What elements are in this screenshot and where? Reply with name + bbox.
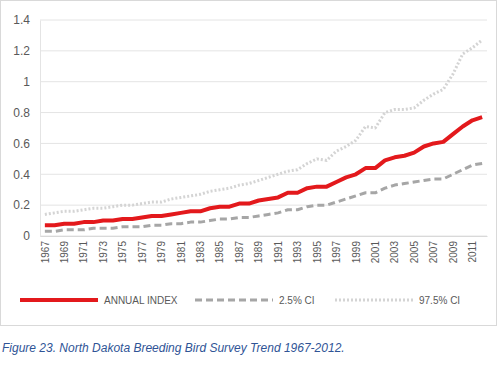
y-tick: 0 <box>23 229 40 243</box>
x-tick-label: 1989 <box>253 241 264 264</box>
x-tick: 1985 <box>214 236 225 263</box>
x-tick-label: 1981 <box>176 241 187 264</box>
legend-swatch <box>195 299 273 302</box>
x-tick-label: 1975 <box>117 241 128 264</box>
grid-line <box>40 236 487 237</box>
y-tick-label: 1 <box>23 75 30 89</box>
legend-swatch <box>20 298 98 302</box>
x-axis: 1967 1969 1971 1973 1975 1977 1979 1981 1983 1985… <box>40 236 488 263</box>
y-axis: 0 0.2 0.4 0.6 0.8 1 1.2 1.4 <box>13 13 40 243</box>
x-tick: 1979 <box>156 236 167 263</box>
grid-line <box>40 143 487 144</box>
y-tick: 0.6 <box>13 137 40 151</box>
x-tick-label: 1971 <box>78 241 89 264</box>
y-tick-label: 0 <box>23 229 30 243</box>
x-tick: 1987 <box>234 236 245 263</box>
y-tick-label: 0.6 <box>13 137 30 151</box>
grid-line <box>40 112 487 113</box>
legend-item: 97.5% CI <box>335 295 460 306</box>
x-tick-label: 2005 <box>409 241 420 264</box>
x-tick-label: 1969 <box>59 241 70 264</box>
y-tick-label: 0.8 <box>13 106 30 120</box>
x-tick-label: 1993 <box>292 241 303 264</box>
x-tick-label: 2001 <box>370 241 381 264</box>
x-tick: 1967 <box>40 236 51 263</box>
title: Figure 23. North Dakota Breeding Bird Su… <box>2 341 345 355</box>
x-tick-label: 1997 <box>331 241 342 264</box>
x-tick-label: 1991 <box>273 241 284 264</box>
chart: 0 0.2 0.4 0.6 0.8 1 1.2 1.4 1967 1969 1971 1973 1975… <box>0 0 497 366</box>
legend: ANNUAL INDEX 2.5% CI 97.5% CI <box>20 295 460 306</box>
grid-line <box>40 50 487 51</box>
x-axis-line <box>41 236 488 237</box>
x-tick: 1999 <box>351 236 362 263</box>
chart-frame <box>1 1 497 326</box>
lines <box>45 40 482 231</box>
legend-label: 97.5% CI <box>419 295 460 306</box>
x-tick: 1981 <box>176 236 187 263</box>
x-tick-label: 1973 <box>98 241 109 264</box>
x-tick: 1969 <box>59 236 70 263</box>
series-line <box>45 40 482 214</box>
x-tick: 1973 <box>98 236 109 263</box>
y-axis-line <box>40 21 41 237</box>
y-tick: 1 <box>23 75 40 89</box>
x-tick: 2011 <box>467 236 478 263</box>
grid <box>40 20 487 236</box>
x-tick: 2007 <box>428 236 439 263</box>
x-tick-label: 1987 <box>234 241 245 264</box>
y-tick: 0.8 <box>13 106 40 120</box>
y-tick: 1.2 <box>13 44 40 58</box>
x-tick-label: 1979 <box>156 241 167 264</box>
x-tick: 1995 <box>312 236 323 263</box>
x-tick: 2003 <box>389 236 400 263</box>
x-tick-label: 1977 <box>137 241 148 264</box>
y-tick: 1.4 <box>13 13 40 27</box>
x-tick: 1993 <box>292 236 303 263</box>
x-tick-label: 1995 <box>312 241 323 264</box>
grid-line <box>40 81 487 82</box>
y-tick-label: 0.4 <box>13 168 30 182</box>
plot: 0 0.2 0.4 0.6 0.8 1 1.2 1.4 1967 1969 1971 1973 1975… <box>13 13 487 263</box>
y-tick: 0.4 <box>13 168 40 182</box>
grid-line <box>40 20 487 21</box>
x-tick: 1989 <box>253 236 264 263</box>
x-tick: 1997 <box>331 236 342 263</box>
x-tick-label: 1985 <box>214 241 225 264</box>
x-tick: 1977 <box>137 236 148 263</box>
x-tick-label: 2011 <box>467 241 478 263</box>
grid-line <box>40 174 487 175</box>
legend-item: 2.5% CI <box>195 295 315 306</box>
x-tick: 2005 <box>409 236 420 263</box>
y-tick-label: 0.2 <box>13 198 30 212</box>
legend-label: 2.5% CI <box>279 295 315 306</box>
x-tick-label: 1983 <box>195 241 206 264</box>
y-tick: 0.2 <box>13 198 40 212</box>
x-tick-label: 2003 <box>389 241 400 264</box>
x-tick: 1975 <box>117 236 128 263</box>
x-tick: 1991 <box>273 236 284 263</box>
series-line <box>45 117 482 225</box>
x-tick-label: 2009 <box>448 241 459 264</box>
x-tick: 1983 <box>195 236 206 263</box>
legend-label: ANNUAL INDEX <box>104 295 178 306</box>
y-tick-label: 1.4 <box>13 13 30 27</box>
x-tick-label: 1999 <box>351 241 362 264</box>
x-tick: 2001 <box>370 236 381 263</box>
legend-item: ANNUAL INDEX <box>20 295 178 306</box>
x-tick-label: 1967 <box>40 241 51 264</box>
x-tick: 1971 <box>78 236 89 263</box>
x-tick-label: 2007 <box>428 241 439 264</box>
x-tick: 2009 <box>448 236 459 263</box>
legend-swatch <box>335 299 413 302</box>
grid-line <box>40 205 487 206</box>
y-tick-label: 1.2 <box>13 44 30 58</box>
